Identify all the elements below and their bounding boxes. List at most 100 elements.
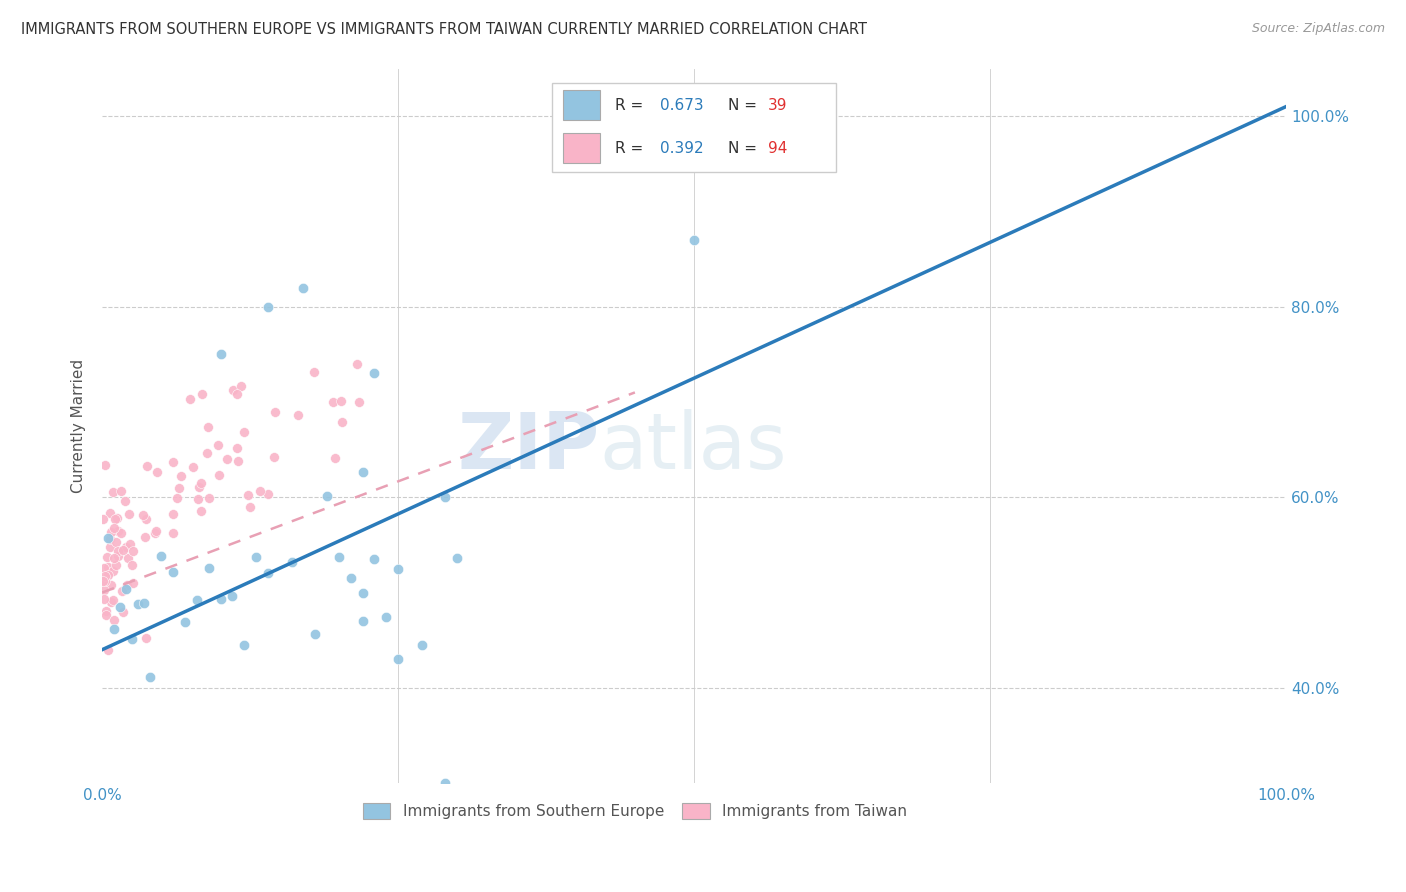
Point (207, 438, 229, 452)
Point (245, 549, 267, 564)
Point (257, 300, 280, 314)
Point (304, 627, 326, 641)
Point (330, 394, 353, 409)
Point (115, 540, 138, 554)
Point (263, 450, 285, 464)
Point (98, 541, 121, 555)
Point (101, 593, 124, 607)
Point (387, 652, 409, 666)
Point (209, 347, 232, 361)
Point (181, 460, 204, 475)
Legend: Immigrants from Southern Europe, Immigrants from Taiwan: Immigrants from Southern Europe, Immigra… (357, 797, 912, 825)
Point (145, 524, 167, 538)
Point (683, 233, 706, 247)
Point (101, 564, 124, 578)
Point (108, 599, 131, 614)
Text: Source: ZipAtlas.com: Source: ZipAtlas.com (1251, 22, 1385, 36)
Point (352, 614, 374, 628)
Point (236, 488, 259, 502)
Point (232, 425, 254, 439)
Point (117, 551, 139, 566)
Point (100, 595, 122, 609)
Point (93, 458, 115, 473)
Point (103, 550, 125, 565)
Point (167, 481, 190, 495)
Point (103, 521, 125, 535)
Point (411, 638, 433, 652)
Point (100, 524, 122, 539)
Point (226, 386, 249, 401)
Text: atlas: atlas (599, 409, 787, 485)
Point (94, 574, 117, 589)
Point (434, 776, 457, 790)
Point (446, 551, 468, 566)
Point (352, 465, 374, 479)
Point (187, 491, 209, 506)
Point (229, 379, 252, 393)
Point (287, 408, 309, 422)
Point (103, 614, 125, 628)
Point (197, 561, 219, 575)
Point (132, 596, 155, 610)
Point (363, 551, 385, 566)
Point (190, 504, 212, 518)
Point (135, 632, 157, 646)
Point (136, 459, 159, 474)
Point (352, 585, 374, 599)
Point (146, 465, 169, 479)
Point (93, 561, 115, 575)
Point (135, 512, 157, 526)
Point (346, 357, 368, 371)
Point (292, 280, 315, 294)
Point (93, 512, 115, 526)
Point (103, 622, 125, 636)
Point (256, 487, 278, 501)
Point (217, 452, 239, 467)
Point (162, 508, 184, 522)
Point (197, 491, 219, 505)
Point (328, 550, 350, 565)
Text: IMMIGRANTS FROM SOUTHERN EUROPE VS IMMIGRANTS FROM TAIWAN CURRENTLY MARRIED CORR: IMMIGRANTS FROM SOUTHERN EUROPE VS IMMIG… (21, 22, 868, 37)
Point (150, 549, 173, 563)
Point (209, 591, 232, 606)
Point (363, 367, 385, 381)
Point (105, 510, 128, 524)
Point (107, 524, 129, 539)
Point (121, 543, 143, 558)
Point (162, 455, 184, 469)
Point (97, 642, 120, 657)
Point (249, 483, 271, 498)
Point (145, 525, 167, 540)
Point (118, 507, 141, 521)
Y-axis label: Currently Married: Currently Married (72, 359, 86, 493)
Point (169, 468, 191, 483)
Point (322, 395, 344, 409)
Point (111, 584, 134, 599)
Point (325, 451, 347, 466)
Point (111, 543, 134, 558)
Point (131, 508, 153, 522)
Point (107, 549, 129, 564)
Point (122, 575, 145, 590)
Point (264, 405, 287, 419)
Point (93, 568, 115, 582)
Point (98, 533, 121, 547)
Point (233, 638, 256, 652)
Point (257, 566, 280, 580)
Point (97, 567, 120, 582)
Point (114, 494, 136, 508)
Point (104, 512, 127, 526)
Point (188, 480, 211, 494)
Point (112, 605, 135, 619)
Point (98, 506, 121, 520)
Point (226, 454, 249, 468)
Point (347, 395, 370, 409)
Point (115, 582, 138, 597)
Point (190, 475, 212, 490)
Point (387, 562, 409, 576)
Point (222, 383, 245, 397)
Point (110, 526, 132, 541)
Point (91, 574, 114, 588)
Point (127, 597, 149, 611)
Point (239, 500, 262, 514)
